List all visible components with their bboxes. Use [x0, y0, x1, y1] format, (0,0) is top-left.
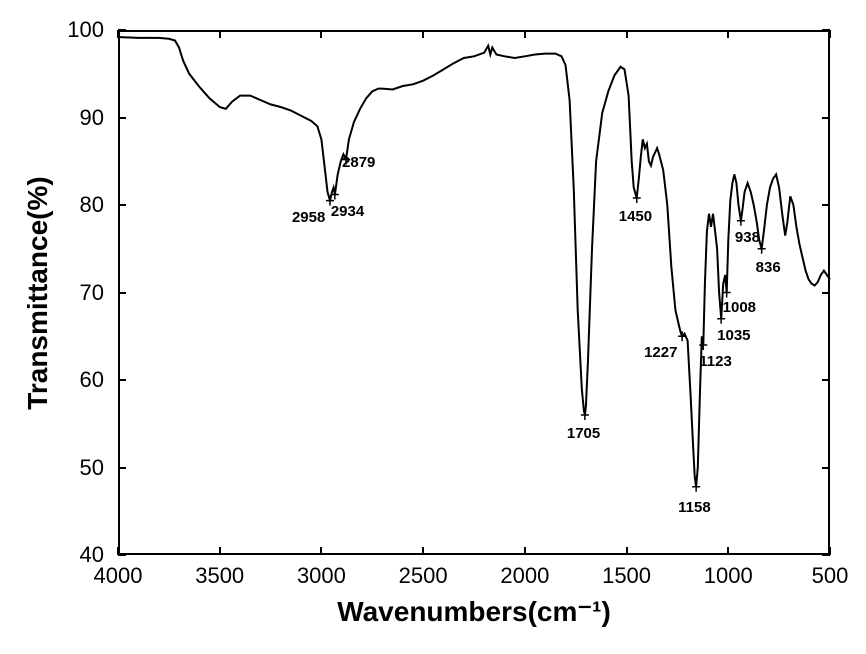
x-tick-label: 1000	[704, 563, 753, 589]
x-tick-label: 3500	[195, 563, 244, 589]
x-tick-label: 2000	[500, 563, 549, 589]
x-tick-label: 4000	[94, 563, 143, 589]
peak-label-2958: 2958	[292, 209, 325, 226]
y-tick-label: 60	[0, 367, 104, 393]
x-tick	[117, 30, 119, 38]
peak-label-1158: 1158	[678, 499, 711, 516]
y-tick-label: 70	[0, 280, 104, 306]
x-tick-label: 500	[812, 563, 849, 589]
y-tick	[118, 292, 126, 294]
y-tick	[822, 292, 830, 294]
x-tick	[422, 547, 424, 555]
peak-label-1123: 1123	[699, 353, 732, 370]
ir-spectrum-chart: Transmittance(%) Wavenumbers(cm⁻¹) 40506…	[0, 0, 866, 654]
peak-label-938: 938	[735, 229, 760, 246]
peak-label-1450: 1450	[619, 208, 652, 225]
y-tick-label: 80	[0, 192, 104, 218]
x-tick	[626, 30, 628, 38]
x-tick	[727, 547, 729, 555]
peak-label-2934: 2934	[331, 203, 364, 220]
x-tick-label: 1500	[602, 563, 651, 589]
x-tick	[219, 30, 221, 38]
x-tick	[219, 547, 221, 555]
x-tick-label: 3000	[297, 563, 346, 589]
x-tick-label: 2500	[399, 563, 448, 589]
peak-label-1227: 1227	[644, 344, 677, 361]
spectrum-line	[118, 37, 830, 487]
y-tick-label: 90	[0, 105, 104, 131]
y-tick	[118, 29, 126, 31]
x-tick	[524, 30, 526, 38]
y-tick-label: 40	[0, 542, 104, 568]
peak-label-2879: 2879	[342, 154, 375, 171]
y-tick	[118, 467, 126, 469]
y-tick-label: 100	[0, 17, 104, 43]
peak-label-836: 836	[756, 259, 781, 276]
y-tick	[118, 379, 126, 381]
x-tick	[422, 30, 424, 38]
x-tick	[626, 547, 628, 555]
peak-label-1008: 1008	[723, 299, 756, 316]
x-tick	[117, 547, 119, 555]
y-tick-label: 50	[0, 455, 104, 481]
y-tick	[118, 117, 126, 119]
y-tick	[118, 204, 126, 206]
y-tick	[822, 467, 830, 469]
x-tick	[727, 30, 729, 38]
peak-label-1705: 1705	[567, 425, 600, 442]
x-tick	[524, 547, 526, 555]
x-axis-label: Wavenumbers(cm⁻¹)	[337, 595, 611, 628]
x-tick	[320, 30, 322, 38]
peak-label-1035: 1035	[717, 327, 750, 344]
y-tick	[822, 379, 830, 381]
y-tick	[822, 204, 830, 206]
y-tick	[118, 554, 126, 556]
x-tick	[320, 547, 322, 555]
x-tick	[829, 547, 831, 555]
x-tick	[829, 30, 831, 38]
y-tick	[822, 117, 830, 119]
